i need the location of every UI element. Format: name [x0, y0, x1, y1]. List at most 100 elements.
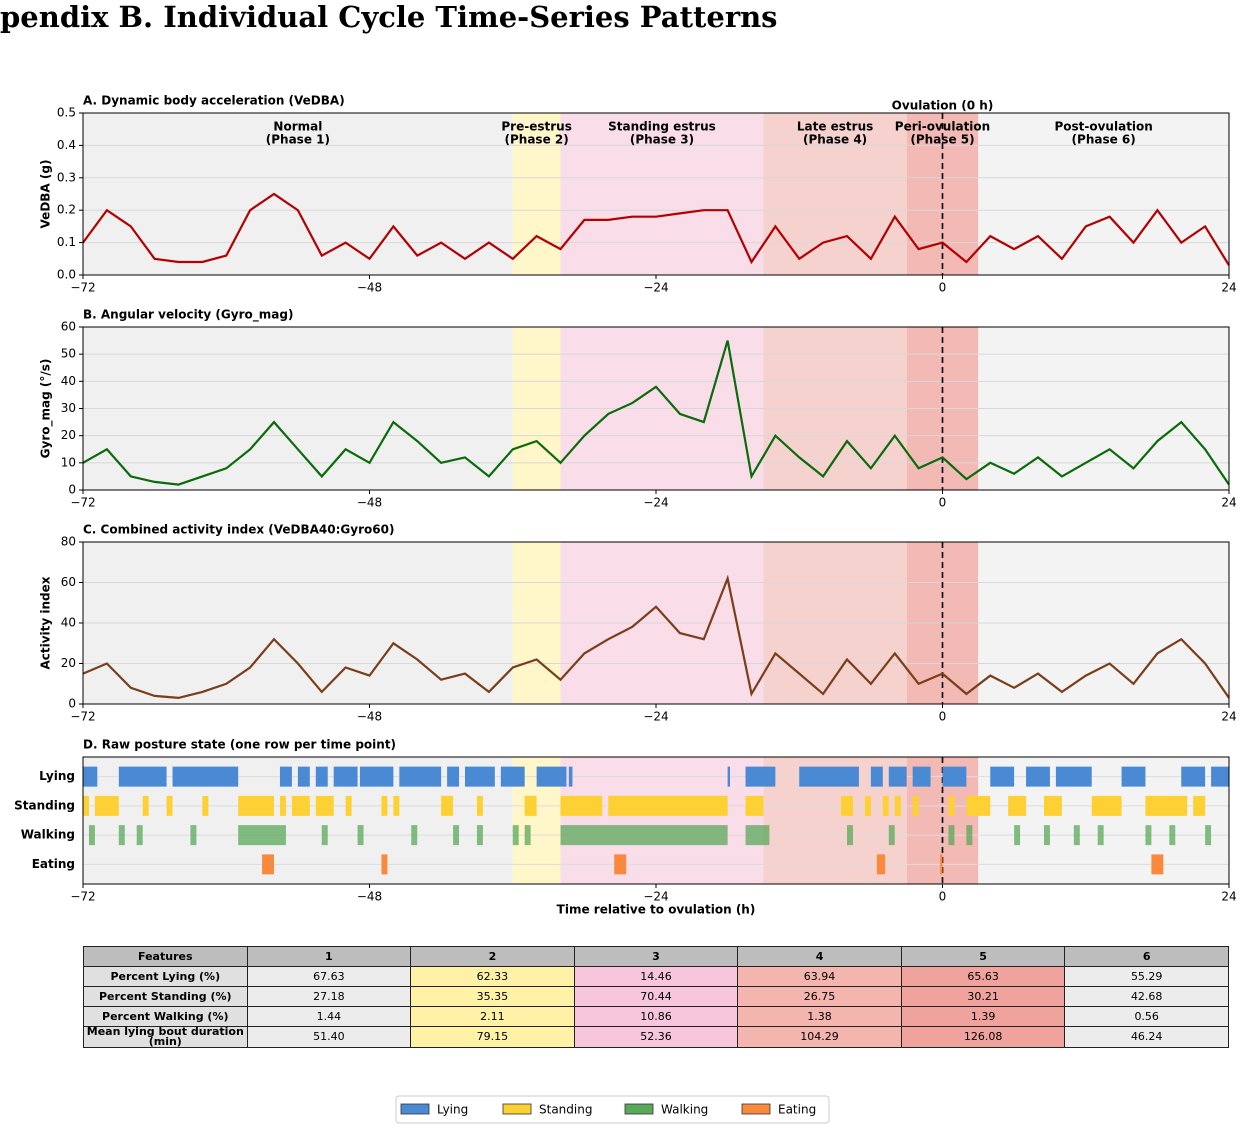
summary-table: Features 1 2 3 4 5 6 Percent Lying (%) 67.63 62.3…: [83, 946, 1229, 1048]
table-cell: 1.38: [737, 1006, 902, 1027]
posture-segment: [841, 795, 853, 816]
phase-label: (Phase 5): [910, 133, 974, 147]
panel-title: D. Raw posture state (one row per time p…: [83, 738, 396, 752]
table-cell: 1.39: [900, 1006, 1066, 1027]
posture-segment: [912, 766, 931, 787]
phase-band: [560, 757, 764, 884]
table-header: 1: [246, 946, 412, 967]
document-title: pendix B. Individual Cycle Time-Series P…: [0, 0, 778, 34]
posture-segment: [1043, 795, 1062, 816]
phase-label: Peri-ovulation: [895, 120, 990, 134]
legend-swatch: [741, 1103, 771, 1115]
y-tick-label: 10: [61, 455, 76, 469]
posture-segment: [297, 766, 310, 787]
table-cell: Percent Lying (%): [83, 966, 248, 987]
table-cell: 30.21: [900, 986, 1066, 1007]
posture-segment: [136, 825, 143, 846]
posture-segment: [315, 795, 334, 816]
phase-band: [512, 113, 561, 275]
posture-segment: [172, 766, 239, 787]
posture-segment: [118, 766, 167, 787]
table-cell: 70.44: [573, 986, 739, 1007]
posture-segment: [202, 795, 209, 816]
x-tick-label: 0: [939, 496, 947, 510]
posture-segment: [1151, 854, 1164, 875]
posture-segment: [745, 795, 764, 816]
posture-segment: [894, 795, 901, 816]
annotation: Ovulation (0 h): [892, 99, 994, 113]
posture-segment: [745, 825, 770, 846]
y-tick-label: 0.4: [57, 138, 76, 152]
posture-segment: [536, 766, 567, 787]
x-tick-label: 24: [1221, 890, 1236, 904]
x-tick-label: −72: [70, 281, 95, 295]
posture-segment: [745, 766, 776, 787]
data-line: [82, 340, 1230, 486]
posture-segment: [1014, 825, 1021, 846]
posture-segment: [465, 766, 495, 787]
posture-segment: [1043, 825, 1050, 846]
table-header: 4: [737, 946, 902, 967]
posture-segment: [948, 825, 955, 846]
posture-segment: [1211, 766, 1229, 787]
posture-segment: [966, 795, 991, 816]
posture-segment: [381, 795, 388, 816]
posture-segment: [315, 766, 328, 787]
legend-label: Eating: [778, 1103, 816, 1117]
y-tick-label: 40: [61, 616, 76, 630]
y-tick-label: 0.5: [57, 106, 76, 120]
posture-segment: [524, 795, 537, 816]
posture-segment: [393, 795, 400, 816]
table-cell: 27.18: [246, 986, 412, 1007]
table-header: 6: [1064, 946, 1229, 967]
phase-band: [83, 113, 513, 275]
legend-swatch: [400, 1103, 430, 1115]
posture-segment: [888, 766, 907, 787]
posture-segment: [1097, 825, 1104, 846]
posture-segment: [990, 766, 1015, 787]
posture-segment: [279, 795, 286, 816]
phase-label: (Phase 1): [266, 133, 330, 147]
table-cell: 14.46: [573, 966, 739, 987]
posture-segment: [727, 766, 731, 787]
posture-segment: [83, 795, 89, 816]
posture-segment: [940, 854, 943, 875]
x-axis-label: Time relative to ovulation (h): [557, 903, 756, 917]
row-label: Eating: [32, 857, 75, 871]
phase-label: (Phase 6): [1072, 133, 1136, 147]
table-cell: 26.75: [737, 986, 902, 1007]
posture-segment: [142, 795, 149, 816]
posture-segment: [1055, 766, 1092, 787]
x-tick-label: −72: [70, 710, 95, 724]
posture-segment: [88, 825, 95, 846]
x-tick-label: −24: [643, 890, 668, 904]
posture-segment: [118, 825, 125, 846]
phase-band: [763, 113, 907, 275]
table-cell: 55.29: [1064, 966, 1229, 987]
x-tick-label: −24: [643, 281, 668, 295]
table-cell: 79.15: [410, 1026, 575, 1048]
posture-segment: [1091, 795, 1122, 816]
posture-segment: [279, 766, 292, 787]
legend-box: [395, 1095, 830, 1124]
posture-segment: [966, 825, 973, 846]
posture-segment: [1026, 766, 1050, 787]
x-tick-label: −24: [643, 710, 668, 724]
posture-segment: [447, 766, 460, 787]
posture-segment: [847, 825, 853, 846]
table-cell: 104.29: [737, 1026, 902, 1048]
y-tick-label: 50: [61, 347, 76, 361]
legend-label: Lying: [437, 1103, 468, 1117]
panel-title: A. Dynamic body acceleration (VeDBA): [83, 94, 345, 108]
posture-segment: [882, 795, 889, 816]
y-axis-label: Activity index: [39, 576, 53, 669]
table-cell: Mean lying bout duration (min): [83, 1026, 248, 1048]
posture-segment: [1193, 795, 1206, 816]
row-label: Standing: [14, 798, 75, 812]
posture-segment: [870, 766, 883, 787]
phase-label: Normal: [273, 120, 322, 134]
y-axis-label: Gyro_mag (°/s): [39, 359, 54, 459]
table-cell: 126.08: [900, 1026, 1066, 1048]
posture-segment: [608, 795, 728, 816]
posture-segment: [568, 766, 573, 787]
